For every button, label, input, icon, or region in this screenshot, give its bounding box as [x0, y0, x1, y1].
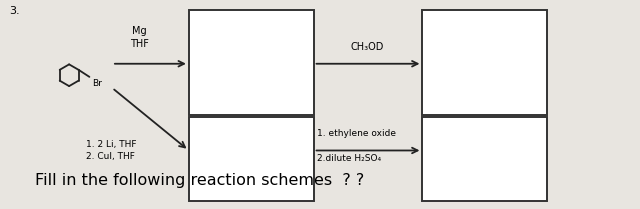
Bar [189, 117, 314, 201]
Text: Fill in the following reaction schemes  ? ?: Fill in the following reaction schemes ?… [35, 173, 364, 188]
Text: 1. 2 Li, THF
2. CuI, THF: 1. 2 Li, THF 2. CuI, THF [86, 140, 137, 161]
Text: 2.dilute H₂SO₄: 2.dilute H₂SO₄ [317, 154, 381, 163]
Bar [189, 10, 314, 115]
Bar [422, 10, 547, 115]
Text: 3.: 3. [10, 6, 20, 16]
Text: Br: Br [92, 79, 102, 88]
Bar [422, 117, 547, 201]
Text: CH₃OD: CH₃OD [351, 42, 384, 52]
Text: Mg
THF: Mg THF [130, 26, 149, 49]
Text: 1. ethylene oxide: 1. ethylene oxide [317, 129, 396, 138]
